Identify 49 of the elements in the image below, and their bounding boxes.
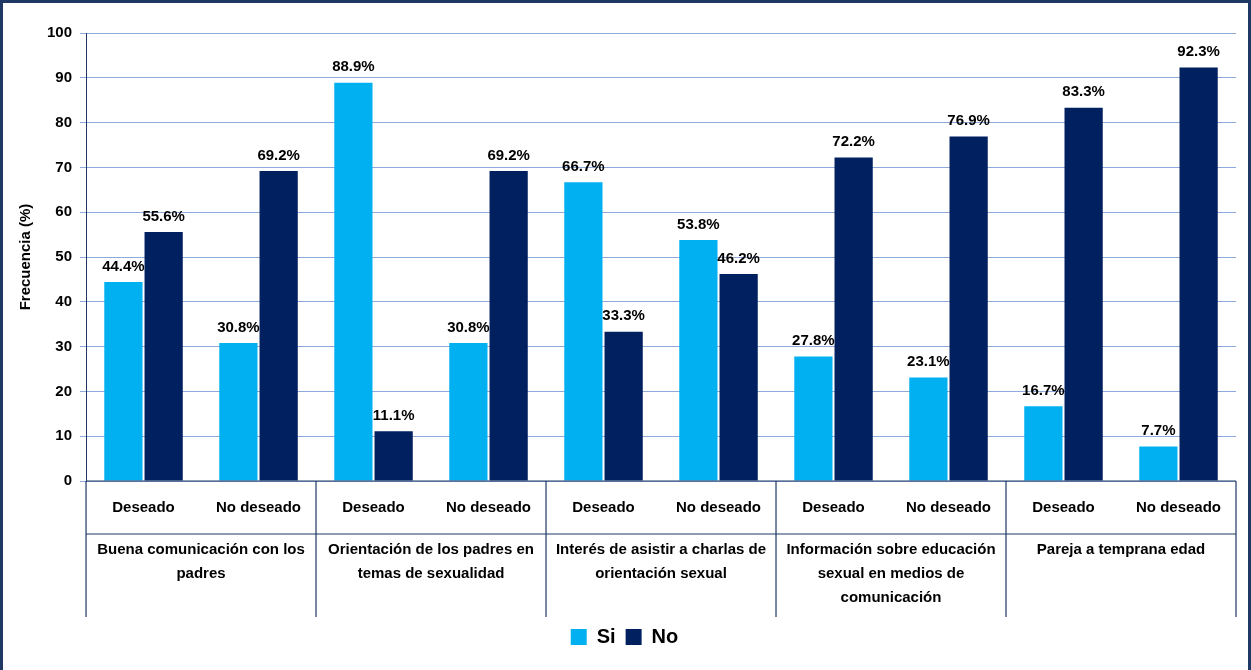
text: Información sobre educación sexual en medios de comunicación (786, 539, 996, 605)
x-tick-label: No deseado (905, 497, 992, 515)
y-tick-label: 70 (55, 157, 73, 175)
x-tick-label: Deseado (112, 497, 175, 515)
y-tick-label: 0 (63, 471, 73, 489)
data-label: 69.2% (257, 145, 300, 163)
x-tick-label: No deseado (1135, 497, 1222, 515)
legend-label: Si (596, 624, 616, 647)
data-label: 69.2% (487, 145, 530, 163)
x-tick-label: Deseado (572, 497, 635, 515)
data-label: 92.3% (1177, 42, 1220, 60)
y-tick-label: 10 (55, 426, 73, 444)
data-label: 76.9% (947, 111, 990, 129)
x-tick-label: Deseado (802, 497, 865, 515)
data-label: 30.8% (447, 317, 490, 335)
y-axis-title: Frecuencia (%) (16, 203, 34, 311)
data-label: 16.7% (1022, 380, 1065, 398)
legend-label: No (651, 624, 679, 647)
data-label: 23.1% (907, 352, 950, 370)
data-label: 53.8% (677, 214, 720, 232)
data-label: 30.8% (217, 317, 260, 335)
x-tick-label: Deseado (342, 497, 405, 515)
y-tick-label: 90 (55, 67, 73, 85)
y-tick-label: 60 (55, 202, 73, 220)
y-tick-label: 80 (55, 112, 73, 130)
data-label: 88.9% (332, 57, 375, 75)
text: Pareja a temprana edad (1036, 539, 1206, 557)
data-label: 55.6% (142, 206, 185, 224)
data-label: 44.4% (102, 256, 145, 274)
data-label: 11.1% (372, 405, 415, 423)
x-tick-label: Deseado (1032, 497, 1095, 515)
data-label: 83.3% (1062, 82, 1105, 100)
text: Orientación de los padres en temas de sexualidad (328, 539, 534, 581)
data-label: 7.7% (1141, 421, 1176, 439)
y-tick-label: 40 (55, 291, 73, 309)
x-tick-label: No deseado (216, 497, 302, 515)
y-tick-label: 50 (55, 247, 73, 265)
text: Buena comunicación con los padres (97, 539, 305, 581)
data-label: 46.2% (717, 248, 760, 266)
x-tick-label: No deseado (676, 497, 762, 515)
data-label: 33.3% (602, 306, 645, 324)
data-label: 72.2% (832, 132, 875, 150)
data-label: 66.7% (562, 156, 605, 174)
data-label: 27.8% (792, 331, 835, 349)
x-tick-label: No deseado (446, 497, 532, 515)
y-tick-label: 30 (55, 336, 73, 354)
y-tick-label: 100 (47, 23, 73, 41)
text: Interés de asistir a charlas de orientación sexual (555, 539, 767, 581)
y-tick-label: 20 (55, 381, 73, 399)
